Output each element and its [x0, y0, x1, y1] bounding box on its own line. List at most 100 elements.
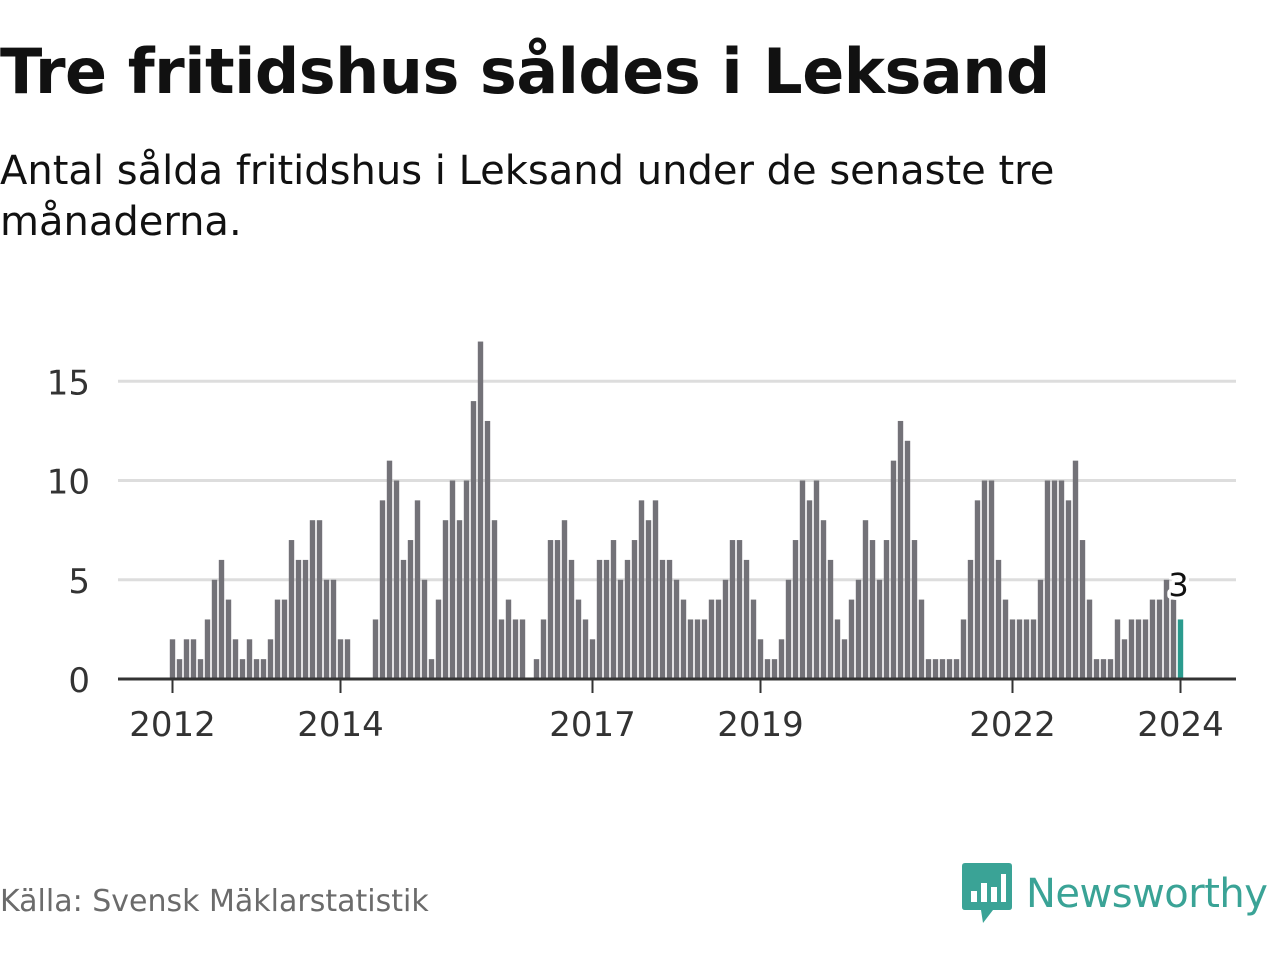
bar — [981, 480, 988, 679]
bar — [372, 619, 379, 679]
bar — [939, 659, 946, 679]
bar — [456, 520, 463, 679]
bar — [1023, 619, 1030, 679]
bar — [589, 639, 596, 679]
bar — [694, 619, 701, 679]
bar — [547, 540, 554, 679]
bar — [253, 659, 260, 679]
data-labels: 3 — [1165, 563, 1192, 608]
bar — [449, 480, 456, 679]
bar — [834, 619, 841, 679]
bar — [505, 599, 512, 679]
bar — [1107, 659, 1114, 679]
bar — [960, 619, 967, 679]
bar — [827, 559, 834, 679]
bar — [400, 559, 407, 679]
bar — [631, 540, 638, 679]
bar — [610, 540, 617, 679]
y-tick-label: 15 — [47, 363, 90, 403]
bar — [988, 480, 995, 679]
y-tick-label: 0 — [68, 661, 90, 701]
bar — [323, 579, 330, 679]
bar — [428, 659, 435, 679]
bar — [211, 579, 218, 679]
bar — [512, 619, 519, 679]
bars — [169, 341, 1184, 679]
bar — [869, 540, 876, 679]
y-tick-label: 10 — [47, 463, 90, 503]
bar — [974, 500, 981, 679]
bar — [519, 619, 526, 679]
bar — [169, 639, 176, 679]
bar — [687, 619, 694, 679]
bar — [204, 619, 211, 679]
bar — [246, 639, 253, 679]
bar — [197, 659, 204, 679]
bar — [330, 579, 337, 679]
bar — [477, 341, 484, 679]
bar — [190, 639, 197, 679]
bar — [848, 599, 855, 679]
bar — [792, 540, 799, 679]
bar — [554, 540, 561, 679]
bar — [218, 559, 225, 679]
axes: 0 5 10 15 2012 2014 2017 2019 2022 2024 — [47, 363, 1236, 745]
bar — [1100, 659, 1107, 679]
x-tick-label: 2024 — [1137, 705, 1224, 745]
bar — [498, 619, 505, 679]
latest-value-label: 3 — [1168, 566, 1188, 604]
bar — [708, 599, 715, 679]
bar — [386, 460, 393, 679]
bar — [729, 540, 736, 679]
bar — [638, 500, 645, 679]
y-tick-label: 5 — [68, 562, 90, 602]
bar — [855, 579, 862, 679]
bar — [806, 500, 813, 679]
bar — [813, 480, 820, 679]
bar — [1149, 599, 1156, 679]
bar — [407, 540, 414, 679]
newsworthy-logo-icon — [962, 863, 1012, 923]
bar — [771, 659, 778, 679]
bar — [624, 559, 631, 679]
bar — [1058, 480, 1065, 679]
bar — [575, 599, 582, 679]
brand-name: Newsworthy — [1026, 871, 1268, 917]
bar — [225, 599, 232, 679]
bar — [1030, 619, 1037, 679]
bar — [260, 659, 267, 679]
bar — [1065, 500, 1072, 679]
bar — [953, 659, 960, 679]
bar — [736, 540, 743, 679]
chart-subtitle: Antal sålda fritidshus i Leksand under d… — [0, 148, 1055, 246]
bar — [274, 599, 281, 679]
bar — [414, 500, 421, 679]
brand[interactable]: Newsworthy — [962, 862, 1268, 926]
bar — [1170, 599, 1177, 679]
bar — [925, 659, 932, 679]
bar — [652, 500, 659, 679]
bar — [1051, 480, 1058, 679]
bar — [1142, 619, 1149, 679]
x-tick-label: 2012 — [129, 705, 216, 745]
bar — [1114, 619, 1121, 679]
bar — [1135, 619, 1142, 679]
bar — [862, 520, 869, 679]
bar — [309, 520, 316, 679]
bar — [778, 639, 785, 679]
bar — [785, 579, 792, 679]
bar — [743, 559, 750, 679]
bar — [995, 559, 1002, 679]
bar — [946, 659, 953, 679]
bar — [1002, 599, 1009, 679]
bar — [596, 559, 603, 679]
bar — [1156, 599, 1163, 679]
bar — [442, 520, 449, 679]
bar — [967, 559, 974, 679]
bar — [715, 599, 722, 679]
bar — [890, 460, 897, 679]
bar — [918, 599, 925, 679]
bar — [337, 639, 344, 679]
bar — [750, 599, 757, 679]
